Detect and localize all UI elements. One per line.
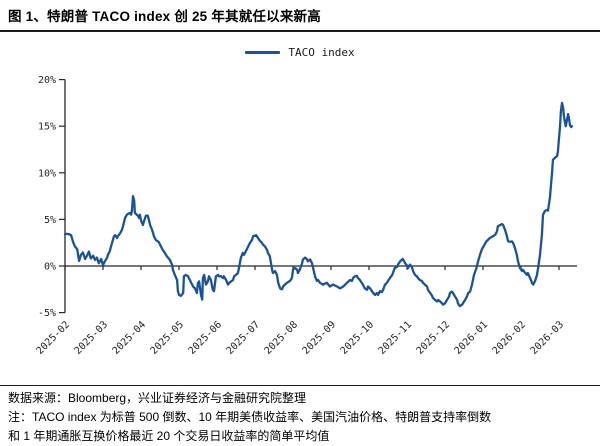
x-tick-label: 2025-08 — [263, 319, 301, 357]
taco-index-series-line — [63, 101, 574, 308]
x-tick-label: 2025-03 — [73, 319, 111, 357]
taco-index-line-chart: 20%15%10%5%0%-5%2025-02 2025-03 2025-04 202… — [35, 75, 577, 357]
x-tick-label: 2025-11 — [377, 319, 415, 357]
y-tick-label: 5% — [44, 215, 56, 226]
x-tick-label: 2025-04 — [111, 319, 149, 357]
chart-legend: TACO index — [0, 45, 600, 60]
x-tick-label: 2026-01 — [453, 319, 491, 357]
note-line-2: 和 1 年期通胀互换价格最近 20 个交易日收益率的简单平均值 — [8, 429, 330, 443]
x-tick-label: 2025-02 — [35, 319, 73, 357]
x-tick-label: 2025-06 — [187, 319, 225, 357]
y-tick-label: -5% — [38, 308, 56, 319]
x-tick-label: 2026-03 — [529, 319, 567, 357]
y-tick-label: 20% — [38, 75, 56, 86]
figure-titlebar: 图 1、特朗普 TACO index 创 25 年其就任以来新高 — [0, 0, 600, 32]
x-tick-label: 2025-07 — [225, 319, 263, 357]
figure-footer: 数据来源：Bloomberg，兴业证券经济与金融研究院整理 注：TACO ind… — [0, 385, 600, 446]
x-tick-label: 2026-02 — [491, 319, 529, 357]
legend-line-swatch — [245, 51, 281, 54]
data-source-line: 数据来源：Bloomberg，兴业证券经济与金融研究院整理 — [8, 391, 307, 405]
note-line-1: 注：TACO index 为标普 500 倒数、10 年期美债收益率、美国汽油价… — [8, 410, 492, 424]
x-tick-label: 2025-12 — [415, 319, 453, 357]
x-tick-label: 2025-10 — [339, 319, 377, 357]
x-tick-label: 2025-05 — [149, 319, 187, 357]
y-tick-label: 0% — [44, 262, 56, 273]
legend-label: TACO index — [288, 46, 355, 59]
x-tick-label: 2025-09 — [301, 319, 339, 357]
y-tick-label: 10% — [38, 168, 56, 179]
y-tick-label: 15% — [38, 122, 56, 133]
figure-title: 图 1、特朗普 TACO index 创 25 年其就任以来新高 — [8, 9, 321, 24]
